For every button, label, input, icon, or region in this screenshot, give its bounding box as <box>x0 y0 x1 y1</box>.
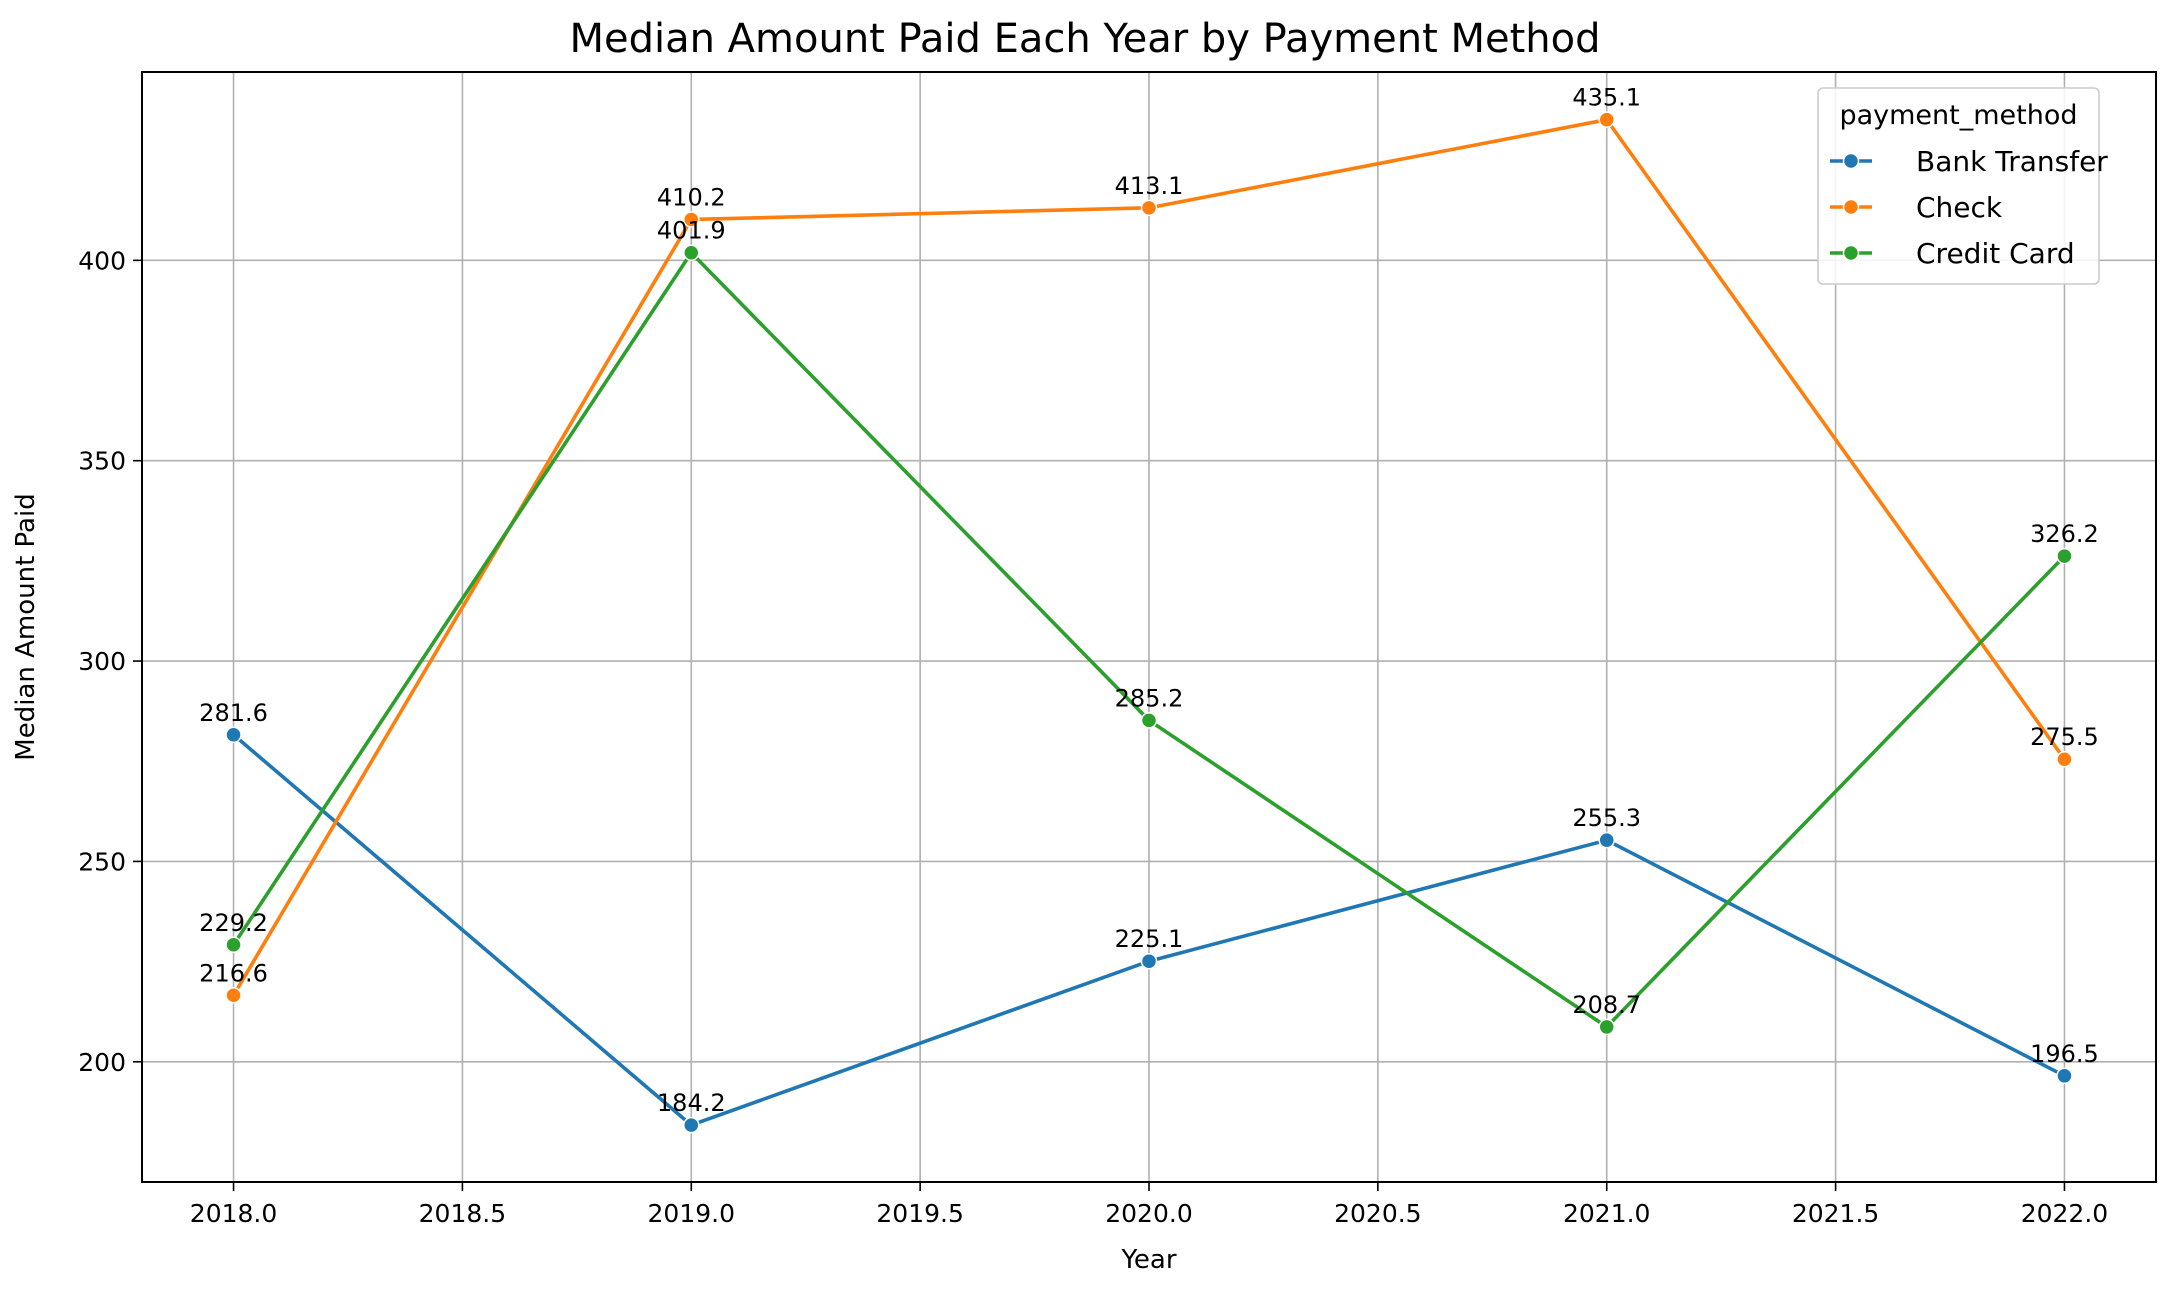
legend-label: Check <box>1916 191 2003 224</box>
data-point <box>2056 750 2073 768</box>
data-label: 255.3 <box>1572 804 1641 832</box>
y-tick-label: 350 <box>78 447 126 476</box>
data-point <box>1140 952 1158 970</box>
y-tick-label: 200 <box>78 1048 126 1077</box>
data-point <box>1140 199 1158 217</box>
legend-marker <box>1842 244 1860 262</box>
x-tick-label: 2022.0 <box>2021 1199 2108 1228</box>
axis-ticks: 2018.0 2018.5 2019.0 2019.5 2020.0 2020.5 2021… <box>78 246 2108 1228</box>
x-tick-label: 2020.5 <box>1334 1199 1421 1228</box>
x-tick-label: 2018.5 <box>419 1199 506 1228</box>
data-label: 410.2 <box>657 183 726 211</box>
data-point <box>1140 712 1158 729</box>
data-label: 326.2 <box>2030 520 2099 548</box>
data-point <box>683 244 700 261</box>
legend-box <box>1817 87 2100 285</box>
series-layer: 281.6 184.2 225.1 255.3 196.5 216.6 410.2 413.1… <box>199 84 2099 1134</box>
data-point <box>2056 1067 2073 1085</box>
legend-label: Bank Transfer <box>1916 145 2108 178</box>
y-tick-label: 250 <box>78 847 126 876</box>
data-point <box>225 987 242 1004</box>
x-tick-label: 2021.0 <box>1563 1199 1650 1228</box>
y-axis-title: Median Amount Paid <box>11 493 41 760</box>
data-point <box>225 936 242 954</box>
data-label: 413.1 <box>1115 172 1184 200</box>
legend: payment_method Bank Transfer Check Credit C… <box>1817 87 2108 285</box>
data-label: 281.6 <box>199 699 268 727</box>
x-tick-label: 2019.0 <box>648 1199 735 1228</box>
series-credit-card <box>225 244 2073 1036</box>
data-label: 401.9 <box>657 217 726 245</box>
legend-marker <box>1842 198 1860 216</box>
x-axis-title: Year <box>1120 1245 1176 1275</box>
x-tick-label: 2019.5 <box>876 1199 963 1228</box>
y-tick-label: 300 <box>78 647 126 676</box>
data-label: 229.2 <box>199 909 268 937</box>
legend-label: Credit Card <box>1916 237 2075 270</box>
x-tick-label: 2020.0 <box>1105 1199 1192 1228</box>
data-label: 285.2 <box>1115 684 1184 712</box>
data-labels: 281.6 184.2 225.1 255.3 196.5 216.6 410.2 413.1… <box>199 84 2099 1117</box>
x-tick-label: 2018.0 <box>190 1199 277 1228</box>
data-label: 196.5 <box>2030 1040 2099 1068</box>
data-point <box>1598 1018 1615 1036</box>
y-tick-label: 400 <box>78 246 126 275</box>
legend-marker <box>1842 152 1860 170</box>
data-point <box>2056 547 2073 565</box>
series-bank-transfer <box>225 726 2073 1134</box>
data-label: 275.5 <box>2030 723 2099 751</box>
legend-title: payment_method <box>1839 100 2077 131</box>
chart-title: Median Amount Paid Each Year by Payment … <box>569 16 1600 62</box>
data-point <box>1598 111 1615 128</box>
data-label: 208.7 <box>1572 991 1641 1019</box>
series-check <box>225 111 2073 1004</box>
data-label: 184.2 <box>657 1089 726 1117</box>
data-point <box>225 726 242 744</box>
data-point <box>683 1116 700 1134</box>
x-tick-label: 2021.5 <box>1792 1199 1879 1228</box>
data-label: 225.1 <box>1115 925 1184 953</box>
data-label: 216.6 <box>199 959 268 987</box>
data-point <box>1598 831 1615 849</box>
data-point <box>683 211 700 228</box>
data-label: 435.1 <box>1572 84 1641 112</box>
